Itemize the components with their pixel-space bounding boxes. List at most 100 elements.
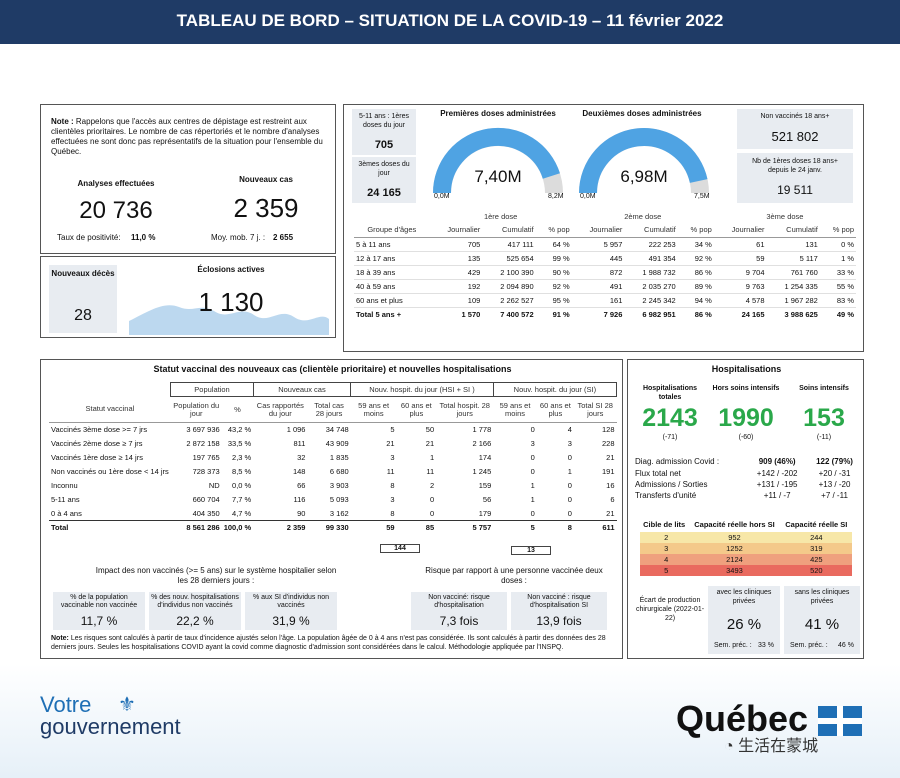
- avec-label: avec les cliniques privées: [716, 589, 772, 605]
- table-cell: 161: [609, 295, 623, 305]
- second-doses-title: Deuxièmes doses administrées: [582, 109, 702, 118]
- kpi-value: 2143: [642, 404, 698, 432]
- table-cell: 611: [602, 523, 615, 533]
- table-cell: 11: [426, 467, 435, 476]
- age-col-header: Journalier: [731, 225, 765, 235]
- first-doses-min: 0,0M: [434, 193, 450, 200]
- table-row: Total 8 561 286 100,0 % 2 359 99 330 59 85 5 75…: [49, 520, 617, 535]
- table-cell: 0: [567, 481, 572, 490]
- table-cell: +7 / -11: [821, 491, 848, 500]
- age-col-header: % pop: [548, 225, 570, 235]
- table-cell: 5 à 11 ans: [356, 239, 391, 249]
- statut-col-header: Total hospit. 28 jours: [439, 400, 490, 418]
- table-cell: 95 %: [552, 295, 570, 305]
- table-cell: 0: [429, 495, 435, 504]
- impact-card: % aux SI d'individus non vaccinés 31,9 %: [245, 592, 337, 630]
- third-doses-label: 3èmes doses du jour: [358, 161, 410, 177]
- impact-card: % de la population vaccinable non vaccin…: [53, 592, 145, 630]
- table-cell: 116: [293, 495, 306, 504]
- table-cell: 6 982 951: [642, 309, 676, 319]
- table-cell: 417 111: [507, 239, 534, 249]
- kid-doses-label: 5-11 ans : 1ères doses du jour: [358, 113, 410, 129]
- table-cell: ND: [208, 481, 220, 490]
- table-cell: 197 765: [192, 453, 220, 462]
- table-cell: 1 254 335: [784, 281, 818, 291]
- table-cell: 59: [756, 253, 765, 263]
- table-row: 40 à 59 ans 192 2 094 890 92 % 491 2 035 270 8…: [354, 279, 856, 293]
- sans-prec-label: Sem. préc. :: [790, 642, 828, 649]
- second-doses-max: 7,5M: [694, 193, 710, 200]
- table-cell: 728 373: [192, 467, 220, 476]
- table-cell: 872: [609, 267, 623, 277]
- table-cell: 60 ans et plus: [356, 295, 403, 305]
- table-cell: 3 697 936: [186, 425, 220, 435]
- table-cell: 811: [293, 439, 306, 448]
- table-cell: 61: [756, 239, 765, 249]
- kpi-label: Hors soins intensifs: [712, 385, 780, 392]
- table-cell: 2 035 270: [642, 281, 676, 291]
- table-cell: +11 / -7: [763, 491, 791, 500]
- kpi-label: Hospitalisations totales: [642, 385, 698, 401]
- table-cell: 0: [567, 495, 572, 504]
- table-cell: 4: [567, 425, 572, 435]
- table-cell: 3 162: [329, 508, 349, 518]
- table-row: Vaccinés 3ème dose >= 7 jrs 3 697 936 43,2…: [49, 423, 617, 437]
- table-cell: Vaccinés 3ème dose >= 7 jrs: [51, 425, 148, 435]
- table-cell: 21: [425, 439, 435, 448]
- group-si: Nouv. hospit. du jour (SI): [492, 382, 618, 397]
- hospit-title: Hospitalisations: [711, 364, 782, 374]
- note-body: Rappelons que l'accès aux centres de dép…: [51, 117, 323, 156]
- table-cell: 1 988 732: [642, 267, 676, 277]
- table-row: Inconnu ND 0,0 % 66 3 903 8 2 159 1 0 16: [49, 479, 617, 493]
- table-cell: 2 872 158: [186, 439, 220, 448]
- table-cell: 1 835: [329, 453, 349, 462]
- table-cell: 33 %: [836, 267, 854, 277]
- table-cell: 3: [390, 453, 395, 462]
- sans-label: sans les cliniques privées: [794, 589, 850, 605]
- table-cell: 660 704: [192, 495, 220, 504]
- table-cell: 159: [478, 481, 492, 490]
- first-doses-value: 7,40M: [474, 167, 522, 186]
- note-text: Note : Rappelons que l'accès aux centres…: [51, 117, 327, 157]
- table-row: Non vaccinés ou 1ère dose < 14 jrs 728 37…: [49, 465, 617, 479]
- table-cell: 8 561 286: [186, 523, 220, 533]
- kpi-delta: (-71): [662, 434, 678, 441]
- table-cell: 244: [810, 533, 823, 542]
- age-col-header: % pop: [690, 225, 712, 235]
- table-cell: 952: [728, 533, 741, 542]
- table-cell: Flux total net: [635, 469, 681, 478]
- impact-card-label: % des nouv. hospitalisations d'individus…: [151, 594, 239, 609]
- table-cell: 5: [530, 523, 535, 533]
- table-cell: 3493: [726, 566, 743, 575]
- avec-card: avec les cliniques privées 26 % Sem. pré…: [708, 586, 780, 654]
- table-cell: 1: [530, 481, 535, 490]
- table-cell: 1 096: [286, 425, 306, 435]
- table-cell: 109: [467, 295, 481, 305]
- table-cell: 8: [567, 523, 572, 533]
- impact-card-value: 22,2 %: [176, 614, 214, 628]
- cas-value: 2 359: [233, 193, 299, 223]
- table-cell: 131: [805, 239, 818, 249]
- table-cell: 90 %: [552, 267, 570, 277]
- table-cell: 5 757: [472, 523, 492, 533]
- nonvax-value: 521 802: [771, 129, 819, 144]
- footnote-text: Les risques sont calculés à partir de ta…: [51, 635, 606, 651]
- firstsince-card: Nb de 1ères doses 18 ans+ depuis le 24 j…: [737, 153, 853, 203]
- age-col-header: Journalier: [447, 225, 481, 235]
- positivite-label: Taux de positivité:: [57, 233, 121, 242]
- group-population: Population: [170, 382, 254, 397]
- age-col-header: Cumulatif: [644, 225, 676, 235]
- table-cell: 404 350: [192, 508, 220, 518]
- table-cell: 909 (46%): [758, 456, 796, 466]
- third-doses-value: 24 165: [367, 187, 401, 199]
- dashboard-title: TABLEAU DE BORD – SITUATION DE LA COVID-…: [0, 0, 900, 44]
- table-cell: 6 680: [329, 467, 349, 476]
- cap-header: Capacité réelle SI: [785, 519, 848, 529]
- table-cell: 56: [482, 495, 492, 504]
- table-cell: 0: [530, 508, 535, 518]
- table-cell: 32: [297, 453, 306, 462]
- table-cell: 0: [530, 467, 535, 476]
- table-cell: 191: [601, 467, 615, 476]
- table-cell: 4 578: [745, 295, 765, 305]
- group-hsi: Nouv. hospit. du jour (HSI + SI ): [350, 382, 494, 397]
